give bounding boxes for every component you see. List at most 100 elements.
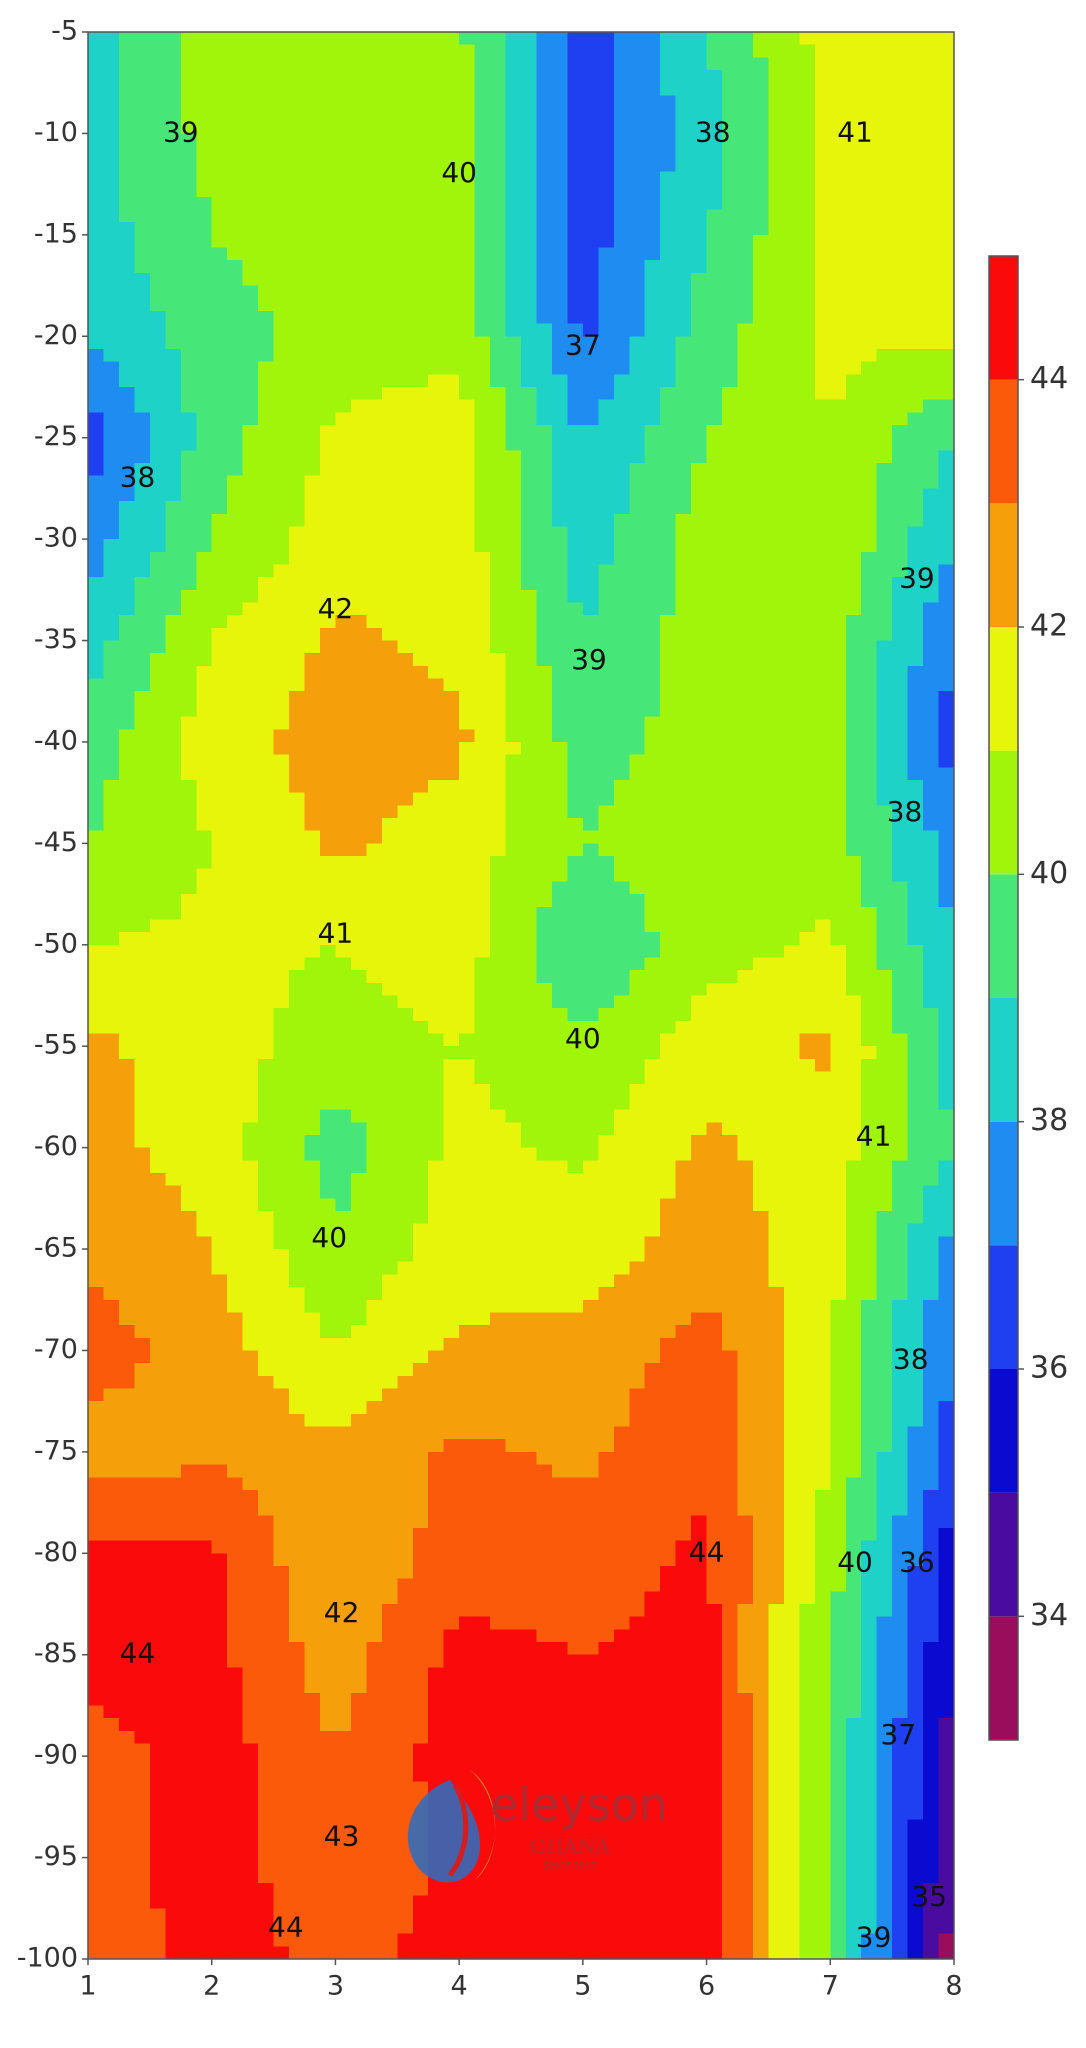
contour-cell xyxy=(691,754,708,768)
contour-cell xyxy=(536,1020,553,1035)
contour-cell xyxy=(923,995,940,1009)
contour-cell xyxy=(118,463,135,477)
contour-cell xyxy=(660,95,677,109)
contour-cell xyxy=(598,1134,615,1149)
contour-cell xyxy=(861,234,878,249)
contour-cell xyxy=(536,678,553,692)
contour-cell xyxy=(722,640,739,654)
contour-cell xyxy=(459,412,476,426)
contour-cell xyxy=(242,386,259,401)
contour-cell xyxy=(350,1071,367,1085)
contour-cell xyxy=(428,247,445,261)
contour-cell xyxy=(582,196,599,211)
contour-cell xyxy=(536,146,553,160)
contour-cell xyxy=(629,627,646,642)
contour-cell xyxy=(366,627,383,642)
contour-cell xyxy=(428,754,445,768)
contour-cell xyxy=(134,272,151,287)
contour-cell xyxy=(474,818,491,832)
contour-cell xyxy=(830,285,847,299)
contour-cell xyxy=(103,818,120,832)
contour-cell xyxy=(783,665,800,680)
contour-cell xyxy=(350,944,367,959)
contour-cell xyxy=(335,120,352,135)
contour-cell xyxy=(521,57,538,71)
contour-cell xyxy=(907,285,924,299)
contour-cell xyxy=(675,1020,692,1035)
contour-cell xyxy=(799,82,816,96)
contour-cell xyxy=(196,818,213,832)
contour-cell xyxy=(319,577,337,591)
contour-cell xyxy=(892,779,909,794)
contour-cell xyxy=(861,932,878,946)
contour-cell xyxy=(505,589,522,604)
contour-cell xyxy=(165,196,182,211)
contour-cell xyxy=(211,995,228,1009)
contour-cell xyxy=(335,32,352,46)
contour-cell xyxy=(149,678,166,692)
contour-cell xyxy=(319,488,337,502)
contour-cell xyxy=(923,298,940,312)
contour-cell xyxy=(907,856,924,870)
contour-cell xyxy=(319,818,337,832)
contour-cell xyxy=(722,108,739,122)
contour-cell xyxy=(227,729,244,743)
contour-cell xyxy=(783,551,800,566)
contour-cell xyxy=(845,881,862,895)
contour-cell xyxy=(412,260,429,274)
contour-cell xyxy=(876,665,893,680)
contour-cell xyxy=(196,488,213,502)
contour-cell xyxy=(613,564,630,578)
contour-cell xyxy=(443,323,460,337)
contour-cell xyxy=(412,285,429,299)
contour-cell xyxy=(814,1084,831,1098)
contour-cell xyxy=(304,678,321,692)
contour-cell xyxy=(876,425,893,439)
contour-cell xyxy=(474,475,491,489)
contour-cell xyxy=(876,348,893,363)
contour-cell xyxy=(722,868,739,883)
contour-cell xyxy=(598,171,615,185)
contour-cell xyxy=(149,57,166,71)
contour-cell xyxy=(923,95,940,109)
contour-cell xyxy=(737,1096,754,1111)
contour-cell xyxy=(350,805,367,819)
contour-cell xyxy=(923,146,940,160)
contour-cell xyxy=(567,868,584,883)
contour-cell xyxy=(521,298,538,312)
contour-cell xyxy=(196,32,213,46)
contour-cell xyxy=(783,146,800,160)
contour-cell xyxy=(830,526,847,540)
contour-cell xyxy=(551,323,568,337)
contour-cell xyxy=(474,741,491,756)
contour-cell xyxy=(165,336,182,350)
contour-cell xyxy=(474,425,491,439)
contour-cell xyxy=(521,158,538,173)
contour-cell xyxy=(706,450,723,464)
contour-cell xyxy=(366,158,383,173)
contour-cell xyxy=(381,32,398,46)
contour-cell xyxy=(304,184,321,198)
contour-cell xyxy=(567,539,584,553)
contour-cell xyxy=(180,361,197,375)
contour-cell xyxy=(88,792,105,806)
contour-cell xyxy=(923,70,940,84)
contour-cell xyxy=(722,209,739,223)
contour-cell xyxy=(814,982,831,997)
contour-cell xyxy=(505,741,522,756)
contour-cell xyxy=(103,260,120,274)
contour-cell xyxy=(722,957,739,971)
contour-cell xyxy=(814,44,831,58)
contour-cell xyxy=(582,779,599,794)
contour-cell xyxy=(149,82,166,96)
contour-cell xyxy=(242,741,259,756)
contour-cell xyxy=(103,158,120,173)
contour-cell xyxy=(660,82,677,96)
contour-cell xyxy=(149,120,166,135)
contour-cell xyxy=(304,818,321,832)
contour-cell xyxy=(381,298,398,312)
contour-cell xyxy=(165,1211,182,1225)
contour-cell xyxy=(536,120,553,135)
contour-cell xyxy=(273,665,290,680)
contour-cell xyxy=(675,336,692,350)
